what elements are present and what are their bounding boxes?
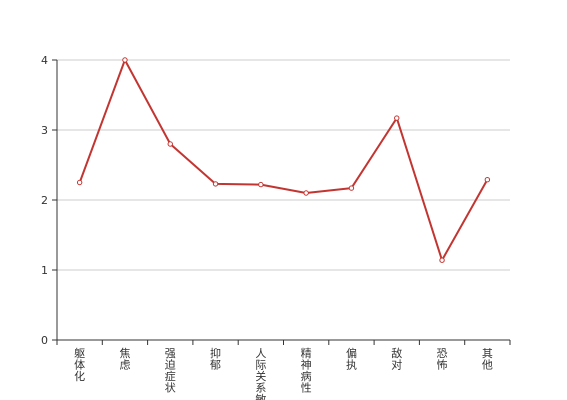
y-tick-label: 4 (41, 54, 48, 67)
x-tick-label: 敌对 (391, 346, 402, 372)
data-point (484, 177, 491, 183)
data-point (303, 190, 309, 196)
x-tick-label: 抑郁 (210, 346, 221, 372)
grid-lines (57, 59, 510, 271)
series-layer (76, 57, 491, 263)
series-line (78, 59, 489, 262)
data-point (258, 181, 264, 188)
data-point (76, 179, 83, 186)
y-tick-label: 3 (41, 124, 48, 137)
x-tick-label: 其他 (482, 347, 493, 372)
data-point (348, 185, 355, 191)
y-tick-label: 0 (41, 334, 48, 347)
x-tick-label: 强迫症状 (165, 347, 176, 395)
data-point (167, 141, 173, 147)
y-tick-label: 2 (41, 194, 48, 207)
x-tick-label: 偏执 (346, 346, 357, 372)
data-point (394, 115, 400, 121)
x-tick-label: 恐怖 (437, 347, 448, 372)
y-axis: 0 1 2 3 4 (41, 54, 58, 347)
x-tick-label: 焦虑 (119, 347, 130, 372)
x-axis: 躯体化 焦虑 强迫症状 抑郁 人际关系敏感 精神病性 偏执 敌对 恐怖 其他 (56, 339, 511, 400)
y-tick-label: 1 (41, 264, 48, 277)
data-point (122, 57, 128, 63)
data-point (439, 257, 445, 263)
x-tick-label: 躯体化 (74, 347, 85, 383)
data-point (212, 181, 219, 187)
x-tick-label: 人际关系敏感 (255, 347, 266, 400)
x-tick-label: 精神病性 (301, 347, 312, 395)
